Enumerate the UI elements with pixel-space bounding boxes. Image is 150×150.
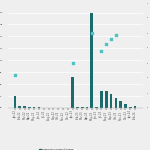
Bar bbox=[100, 91, 103, 108]
Bar bbox=[110, 94, 112, 108]
Point bbox=[115, 33, 117, 36]
Point bbox=[71, 62, 74, 64]
Bar bbox=[28, 107, 31, 108]
Bar bbox=[129, 106, 132, 108]
Bar bbox=[18, 106, 21, 108]
Bar bbox=[76, 107, 79, 108]
Bar bbox=[14, 96, 16, 108]
Legend: Repricings volume ($USDbn), Avg. repricing spread (bps(%)): Repricings volume ($USDbn), Avg. reprici… bbox=[39, 149, 111, 150]
Bar bbox=[71, 77, 74, 108]
Point bbox=[14, 74, 16, 76]
Bar bbox=[90, 13, 93, 108]
Bar bbox=[134, 106, 136, 108]
Bar bbox=[124, 104, 127, 108]
Point bbox=[110, 38, 112, 40]
Bar bbox=[86, 107, 88, 108]
Bar bbox=[119, 101, 122, 108]
Bar bbox=[38, 107, 40, 108]
Bar bbox=[105, 91, 108, 108]
Bar bbox=[81, 107, 84, 108]
Point bbox=[91, 32, 93, 34]
Point bbox=[105, 42, 107, 45]
Point bbox=[100, 50, 103, 52]
Bar bbox=[23, 106, 26, 108]
Bar bbox=[33, 106, 36, 108]
Bar bbox=[95, 107, 98, 108]
Bar bbox=[114, 98, 117, 108]
